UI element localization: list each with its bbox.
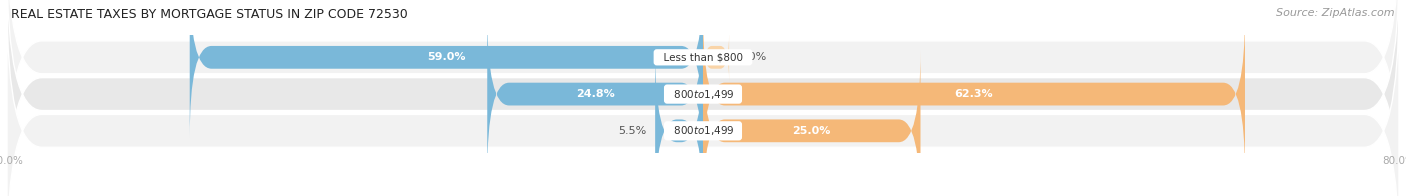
Text: $800 to $1,499: $800 to $1,499 xyxy=(666,88,740,101)
Text: 62.3%: 62.3% xyxy=(955,89,993,99)
Text: $800 to $1,499: $800 to $1,499 xyxy=(666,124,740,137)
FancyBboxPatch shape xyxy=(7,0,1399,196)
Text: Source: ZipAtlas.com: Source: ZipAtlas.com xyxy=(1277,8,1395,18)
Text: 24.8%: 24.8% xyxy=(575,89,614,99)
Text: 59.0%: 59.0% xyxy=(427,52,465,62)
Text: 5.5%: 5.5% xyxy=(619,126,647,136)
FancyBboxPatch shape xyxy=(703,50,921,196)
FancyBboxPatch shape xyxy=(7,0,1399,188)
Text: REAL ESTATE TAXES BY MORTGAGE STATUS IN ZIP CODE 72530: REAL ESTATE TAXES BY MORTGAGE STATUS IN … xyxy=(11,8,408,21)
FancyBboxPatch shape xyxy=(488,14,703,175)
FancyBboxPatch shape xyxy=(7,0,1399,196)
Text: 25.0%: 25.0% xyxy=(793,126,831,136)
FancyBboxPatch shape xyxy=(190,0,703,138)
Text: Less than $800: Less than $800 xyxy=(657,52,749,62)
FancyBboxPatch shape xyxy=(703,14,1244,175)
Text: 0.0%: 0.0% xyxy=(738,52,766,62)
FancyBboxPatch shape xyxy=(655,50,703,196)
Legend: Without Mortgage, With Mortgage: Without Mortgage, With Mortgage xyxy=(585,193,821,196)
FancyBboxPatch shape xyxy=(703,32,730,83)
